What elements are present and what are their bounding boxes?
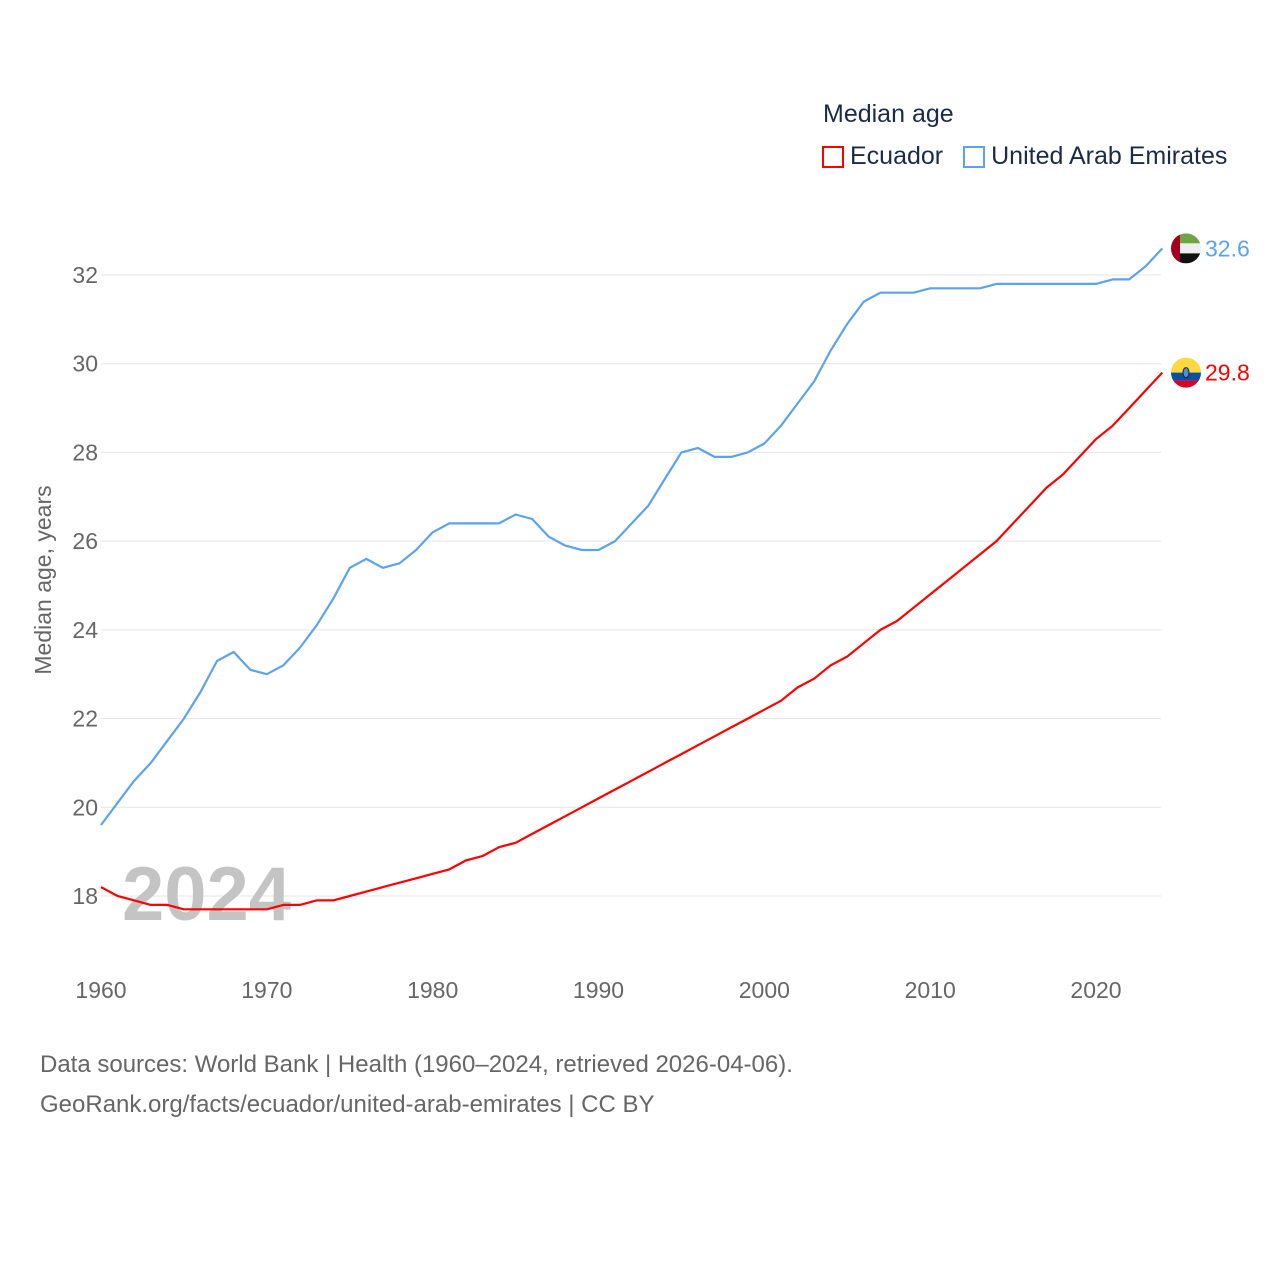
legend-swatch-ecuador	[822, 145, 844, 168]
x-tick-label: 1970	[241, 977, 292, 1003]
flag-emblem	[1182, 367, 1190, 379]
flag-stripe	[1171, 233, 1201, 244]
flag-stripe	[1171, 233, 1180, 264]
end-value-label: 29.8	[1205, 360, 1250, 386]
y-tick-label: 30	[72, 351, 98, 377]
y-axis-label: Median age, years	[30, 485, 56, 674]
source-line-1: Data sources: World Bank | Health (1960–…	[40, 1051, 793, 1078]
x-tick-label: 1960	[75, 977, 126, 1003]
year-watermark: 2024	[122, 852, 291, 937]
flag-stripe	[1171, 243, 1201, 254]
end-value-label: 32.6	[1205, 235, 1250, 261]
legend-item-uae[interactable]: United Arab Emirates	[963, 142, 1227, 171]
source-line-2[interactable]: GeoRank.org/facts/ecuador/united-arab-em…	[40, 1091, 655, 1118]
flag-stripe	[1171, 380, 1201, 388]
x-tick-label: 2010	[905, 977, 956, 1003]
series-line-uae	[100, 247, 1164, 826]
legend: Ecuador United Arab Emirates	[822, 142, 1247, 171]
flag-stripe	[1171, 357, 1201, 373]
legend-item-ecuador[interactable]: Ecuador	[822, 142, 943, 171]
x-tick-label: 2020	[1070, 977, 1121, 1003]
y-tick-label: 18	[72, 883, 98, 909]
ecuador-flag-icon	[1171, 357, 1201, 388]
x-tick-label: 1980	[407, 977, 458, 1003]
y-tick-label: 28	[72, 439, 98, 465]
x-tick-label: 1990	[573, 977, 624, 1003]
legend-label-ecuador: Ecuador	[850, 142, 944, 170]
legend-title: Median age	[823, 100, 954, 128]
y-tick-label: 24	[72, 617, 98, 643]
legend-label-uae: United Arab Emirates	[991, 142, 1228, 170]
y-tick-label: 32	[72, 262, 98, 288]
legend-swatch-uae	[963, 145, 986, 168]
source-note: Data sources: World Bank | Health (1960–…	[40, 1045, 793, 1125]
flag-stripe	[1171, 253, 1201, 264]
series-line-ecuador	[100, 371, 1164, 911]
uae-flag-icon	[1171, 233, 1201, 264]
x-tick-label: 2000	[739, 977, 790, 1003]
y-tick-label: 22	[72, 706, 98, 732]
y-tick-label: 20	[72, 794, 98, 820]
y-tick-label: 26	[72, 528, 98, 554]
